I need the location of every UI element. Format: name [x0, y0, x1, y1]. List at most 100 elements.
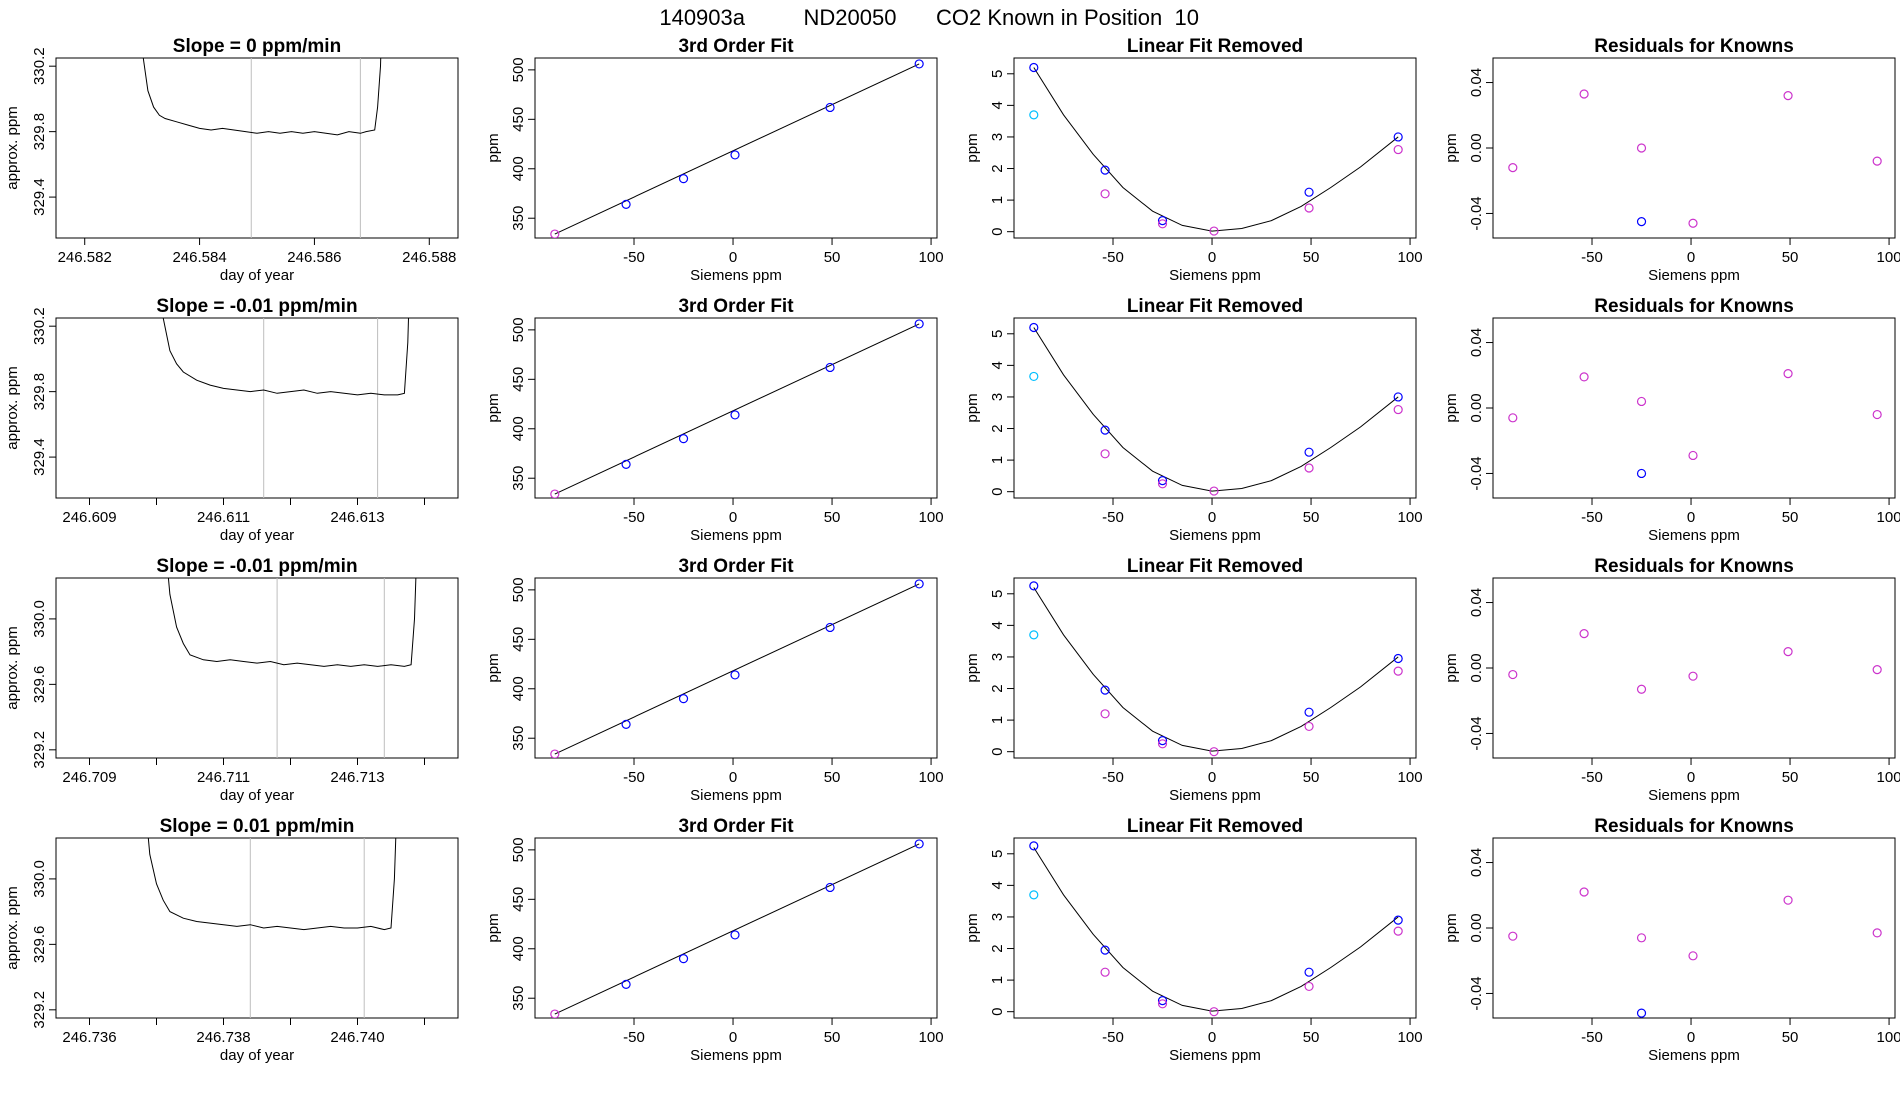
y-axis-label: approx. ppm [4, 626, 21, 709]
data-point [1393, 915, 1403, 925]
x-tick-label: 246.709 [62, 769, 116, 786]
x-tick-label: 50 [1303, 1029, 1320, 1046]
y-tick-label: 2 [989, 944, 1006, 952]
x-tick-label: -50 [623, 769, 645, 786]
data-point [1157, 216, 1168, 226]
y-tick-label: 350 [510, 726, 527, 751]
y-tick-label: 500 [510, 577, 527, 602]
x-axis-label: Siemens ppm [690, 787, 782, 804]
y-tick-label: -0.04 [1468, 456, 1485, 490]
panel-title: Residuals for Knowns [1594, 36, 1794, 57]
y-axis-label: ppm [1443, 393, 1460, 422]
y-tick-label: 0 [989, 488, 1006, 496]
y-tick-label: 5 [989, 590, 1006, 598]
x-tick-label: 246.611 [197, 509, 250, 526]
data-point [1688, 450, 1698, 461]
data-layer [147, 838, 397, 1018]
data-point [1157, 999, 1168, 1009]
y-tick-label: 329.8 [31, 113, 48, 151]
x-tick-label: 100 [919, 249, 944, 266]
panel-linear-row-4: Linear Fit Removed -50 0 50 100 0 1 2 3 4 5 Siemens… [964, 816, 1423, 1064]
panel-title: Slope = -0.01 ppm/min [156, 296, 357, 317]
data-point [1579, 887, 1589, 897]
data-point [1304, 447, 1314, 457]
y-tick-label: 450 [510, 367, 527, 392]
y-tick-label: 329.2 [31, 991, 48, 1029]
panel-timeseries-row-3: Slope = -0.01 ppm/min 246.709 246.711 246.7… [4, 556, 459, 804]
x-tick-label: 50 [1782, 769, 1799, 786]
data-point [1783, 369, 1793, 379]
fit-line [554, 843, 920, 1015]
fit-line [554, 583, 920, 755]
data-layer [1508, 369, 1882, 479]
panel-fit-row-4: 3rd Order Fit -50 0 50 100 350 400 450 500 Siemen… [485, 816, 944, 1064]
data-point [1872, 928, 1882, 938]
data-layer [550, 319, 924, 498]
data-point [1508, 669, 1518, 680]
x-tick-label: 0 [729, 249, 737, 266]
x-tick-label: 100 [1877, 509, 1900, 526]
data-point [1688, 218, 1698, 228]
y-tick-label: 2 [989, 424, 1006, 432]
y-tick-label: 0.00 [1468, 653, 1485, 682]
x-tick-label: 50 [1782, 509, 1799, 526]
x-tick-label: 100 [1398, 769, 1423, 786]
x-tick-label: 0 [1208, 509, 1216, 526]
data-point [1100, 945, 1110, 955]
x-axis-label: Siemens ppm [1169, 787, 1261, 804]
data-point [1508, 931, 1518, 941]
data-layer [550, 579, 924, 758]
x-tick-label: 50 [1782, 249, 1799, 266]
x-axis-label: Siemens ppm [1648, 787, 1740, 804]
ppm-trace [162, 318, 410, 396]
y-tick-label: 2 [989, 684, 1006, 692]
data-point [1636, 933, 1647, 943]
data-point [1157, 739, 1168, 749]
y-tick-label: 5 [989, 330, 1006, 338]
data-layer [1029, 62, 1403, 236]
main-title-description: CO2 Known in Position 10 [936, 5, 1199, 30]
y-tick-label: 3 [989, 913, 1006, 921]
data-point [1100, 709, 1110, 719]
data-layer [1508, 887, 1882, 1018]
x-tick-label: -50 [1102, 769, 1124, 786]
data-layer [1029, 322, 1403, 496]
x-tick-label: 50 [824, 1029, 841, 1046]
data-point [678, 434, 689, 444]
data-point [1872, 409, 1882, 420]
panel-title: Linear Fit Removed [1127, 296, 1303, 317]
panel-linear-row-2: Linear Fit Removed -50 0 50 100 0 1 2 3 4 5 Siemens… [964, 296, 1423, 544]
data-point [678, 174, 689, 184]
x-tick-label: -50 [1102, 1029, 1124, 1046]
x-tick-label: -50 [1102, 249, 1124, 266]
data-point [550, 229, 560, 238]
plot-frame [1013, 57, 1417, 239]
x-tick-label: 100 [1398, 509, 1423, 526]
y-tick-label: 450 [510, 107, 527, 132]
data-point [1209, 226, 1219, 236]
y-axis-label: ppm [964, 913, 981, 942]
y-axis-label: approx. ppm [4, 886, 21, 969]
data-point [1100, 189, 1110, 199]
x-tick-label: 0 [1687, 1029, 1695, 1046]
data-point [1636, 217, 1647, 227]
y-axis-label: ppm [485, 393, 502, 422]
x-axis-label: Siemens ppm [690, 267, 782, 284]
panel-resid-row-2: Residuals for Knowns -50 0 50 100 -0.04 0.00 0.… [1443, 296, 1900, 544]
y-axis-label: ppm [1443, 913, 1460, 942]
data-point [1688, 671, 1698, 681]
data-point [1579, 629, 1589, 639]
fit-curve [1033, 67, 1399, 232]
data-point [825, 362, 835, 373]
data-layer [1029, 581, 1403, 757]
y-tick-label: 0.00 [1468, 913, 1485, 942]
data-point [1157, 996, 1168, 1006]
data-point [1100, 425, 1110, 435]
ppm-trace [167, 578, 417, 667]
x-tick-label: 50 [1782, 1029, 1799, 1046]
data-point [1304, 203, 1314, 213]
x-tick-label: -50 [1581, 249, 1603, 266]
data-point [1579, 372, 1589, 382]
data-point [1029, 841, 1039, 851]
panel-timeseries-row-2: Slope = -0.01 ppm/min 246.609 246.611 246.6… [4, 296, 459, 544]
